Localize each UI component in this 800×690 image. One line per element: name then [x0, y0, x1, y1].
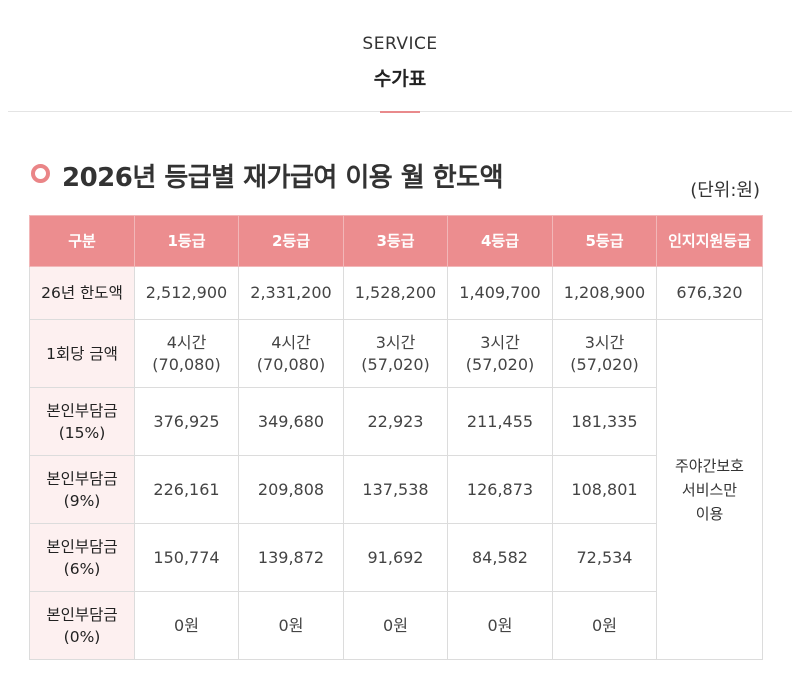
page-title: 수가표 — [373, 68, 427, 90]
table-cell: 3시간 (57,020) — [552, 319, 657, 388]
section-title: 2026년 등급별 재가급여 이용 월 한도액 — [62, 163, 504, 193]
header-grade-1: 1등급 — [134, 215, 239, 267]
merged-note-line: 이용 — [695, 504, 724, 523]
table-cell: 139,872 — [238, 523, 344, 592]
table-cell: 0원 — [134, 591, 239, 660]
cell-sub: (70,080) — [256, 354, 326, 374]
cell-sub: (57,020) — [361, 354, 430, 374]
table-cell: 209,808 — [238, 455, 344, 524]
table-header-row: 구분 1등급 2등급 3등급 4등급 5등급 인지지원등급 — [29, 215, 763, 267]
table-row: 본인부담금 (9%) 226,161 209,808 137,538 126,87… — [29, 455, 763, 524]
row-label: 본인부담금 (15%) — [29, 387, 135, 456]
cell-main: 4시간 — [166, 332, 207, 352]
row-label-sub: (15%) — [58, 423, 106, 442]
fee-table: 구분 1등급 2등급 3등급 4등급 5등급 인지지원등급 26년 한도액 2,… — [29, 215, 763, 660]
unit-note: (단위:원) — [690, 180, 760, 201]
cell-sub: (70,080) — [152, 354, 221, 374]
table-cell: 2,512,900 — [134, 266, 239, 320]
header-category: 구분 — [29, 215, 135, 267]
table-cell: 226,161 — [134, 455, 239, 524]
table-cell: 1,208,900 — [552, 266, 657, 320]
header-grade-5: 5등급 — [552, 215, 657, 267]
table-cell: 150,774 — [134, 523, 239, 592]
cell-sub: (57,020) — [465, 354, 535, 374]
row-label: 본인부담금 (0%) — [29, 591, 135, 660]
table-row: 본인부담금 (0%) 0원 0원 0원 0원 0원 — [29, 591, 763, 660]
table-cell: 4시간 (70,080) — [238, 319, 344, 388]
table-cell: 108,801 — [552, 455, 657, 524]
merged-note-line: 주야간보호 — [674, 456, 744, 475]
header-grade-2: 2등급 — [238, 215, 344, 267]
table-cell: 72,534 — [552, 523, 657, 592]
table-row: 본인부담금 (6%) 150,774 139,872 91,692 84,582 … — [29, 523, 763, 592]
table-row: 26년 한도액 2,512,900 2,331,200 1,528,200 1,… — [29, 266, 763, 320]
row-label-main: 본인부담금 — [46, 537, 118, 556]
row-label: 1회당 금액 — [29, 319, 135, 388]
cell-main: 3시간 — [480, 332, 520, 352]
cell-sub: (57,020) — [570, 354, 639, 374]
table-cell: 0원 — [447, 591, 553, 660]
table-cell: 91,692 — [343, 523, 448, 592]
title-accent-bar — [380, 111, 420, 113]
row-label-sub: (0%) — [63, 627, 101, 646]
merged-note-line: 서비스만 — [681, 480, 738, 499]
row-label-sub: (9%) — [63, 491, 101, 510]
ring-icon — [31, 164, 50, 183]
table-cell: 0원 — [343, 591, 448, 660]
table-cell: 211,455 — [447, 387, 553, 456]
table-cell: 349,680 — [238, 387, 344, 456]
table-cell: 2,331,200 — [238, 266, 344, 320]
table-cell: 0원 — [238, 591, 344, 660]
table-cell: 3시간 (57,020) — [343, 319, 448, 388]
table-cell: 1,409,700 — [447, 266, 553, 320]
table-cell: 84,582 — [447, 523, 553, 592]
table-cell: 181,335 — [552, 387, 657, 456]
header-grade-4: 4등급 — [447, 215, 553, 267]
row-label: 본인부담금 (9%) — [29, 455, 135, 524]
table-cell: 0원 — [552, 591, 657, 660]
table-cell: 1,528,200 — [343, 266, 448, 320]
page-header: SERVICE 수가표 — [0, 0, 800, 113]
table-row: 본인부담금 (15%) 376,925 349,680 22,923 211,45… — [29, 387, 763, 456]
row-label: 26년 한도액 — [29, 266, 135, 320]
cell-main: 3시간 — [375, 332, 416, 352]
merged-note-cell: 주야간보호 서비스만 이용 — [656, 319, 763, 660]
table-cell: 4시간 (70,080) — [134, 319, 239, 388]
table-cell: 676,320 — [656, 266, 763, 320]
header-cognitive-grade: 인지지원등급 — [656, 215, 763, 267]
table-cell: 22,923 — [343, 387, 448, 456]
cell-main: 3시간 — [584, 332, 625, 352]
service-label: SERVICE — [362, 34, 438, 54]
row-label-main: 본인부담금 — [46, 605, 118, 624]
row-label: 본인부담금 (6%) — [29, 523, 135, 592]
table-cell: 137,538 — [343, 455, 448, 524]
table-cell: 376,925 — [134, 387, 239, 456]
row-label-main: 본인부담금 — [46, 469, 118, 488]
table-row: 1회당 금액 4시간 (70,080) 4시간 (70,080) 3시간 (57,02… — [29, 319, 763, 660]
table-cell: 126,873 — [447, 455, 553, 524]
cell-main: 4시간 — [271, 332, 311, 352]
row-label-main: 본인부담금 — [46, 401, 118, 420]
header-grade-3: 3등급 — [343, 215, 448, 267]
row-label-sub: (6%) — [63, 559, 101, 578]
table-cell: 3시간 (57,020) — [447, 319, 553, 388]
